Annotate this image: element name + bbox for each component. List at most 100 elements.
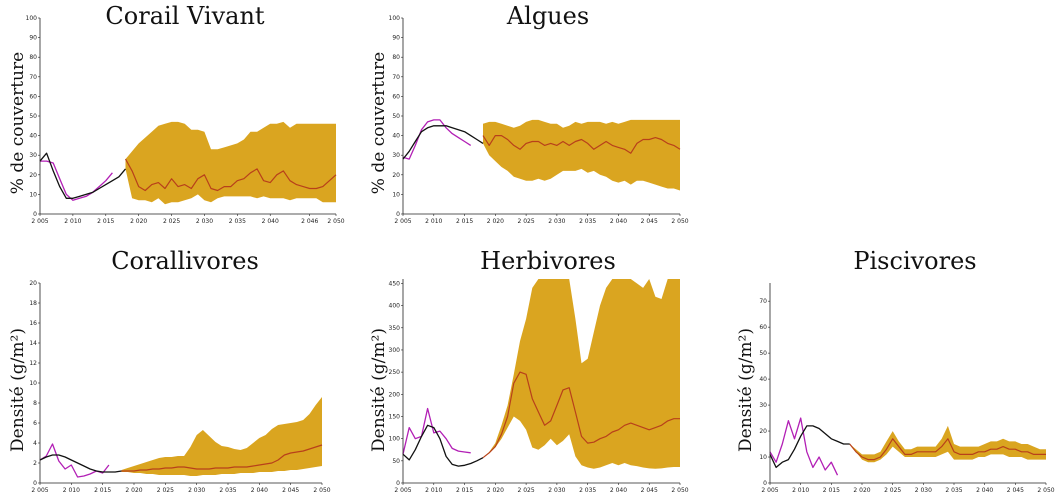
- y-tick-label: 14: [29, 340, 37, 347]
- uncertainty-band: [125, 121, 336, 205]
- chart-title: Piscivores: [853, 247, 977, 275]
- y-tick-label: 90: [392, 35, 400, 42]
- x-tick-label: 2 015: [456, 218, 473, 225]
- x-tick-label: 2 015: [456, 487, 473, 494]
- y-tick-label: 80: [29, 54, 37, 61]
- y-tick-label: 200: [389, 391, 401, 398]
- panel-piscivores: Piscivores Densité (g/m²) 0 10 20 30 40 50 60 7…: [730, 245, 1058, 497]
- y-tick-label: 0: [33, 211, 37, 218]
- x-tick-label: 2 045: [1007, 487, 1024, 494]
- y-tick-label: 0: [763, 480, 767, 487]
- x-tick-label: 2 040: [976, 487, 993, 494]
- x-tick-label: 2 030: [548, 218, 565, 225]
- y-tick-label: 300: [389, 347, 401, 354]
- observed-line: [402, 119, 472, 160]
- y-tick-label: 100: [389, 436, 401, 443]
- x-tick-label: 2 045: [641, 218, 658, 225]
- x-tick-label: 2 050: [1037, 487, 1054, 494]
- y-tick-label: 70: [759, 298, 767, 305]
- y-tick-label: 60: [392, 93, 400, 100]
- y-tick-label: 90: [29, 35, 37, 42]
- x-tick-label: 2 050: [313, 487, 330, 494]
- y-tick-label: 400: [389, 303, 401, 310]
- x-tick-label: 2 020: [487, 487, 504, 494]
- uncertainty-band: [121, 397, 322, 476]
- y-tick-label: 10: [29, 380, 37, 387]
- y-tick-label: 18: [29, 300, 37, 307]
- x-tick-label: 2 020: [125, 487, 142, 494]
- x-tick-label: 2 015: [823, 487, 840, 494]
- chart-title: Corallivores: [111, 247, 259, 275]
- median-line: [849, 438, 1046, 461]
- x-tick-label: 2 025: [157, 487, 174, 494]
- y-tick-label: 80: [392, 54, 400, 61]
- x-tick-label: 2 035: [579, 487, 596, 494]
- model-line: [402, 125, 484, 160]
- median-line: [124, 158, 337, 192]
- model-line: [39, 152, 126, 199]
- plot-algues: 0 10 20 30 40 50 60 70 80 90 100 2 005 2 010 2 015 2 0…: [389, 15, 689, 225]
- y-tick-label: 50: [29, 113, 37, 120]
- y-tick-label: 10: [392, 191, 400, 198]
- x-tick-label: 2 025: [163, 218, 180, 225]
- observed-line: [40, 160, 113, 201]
- x-tick-label: 2 035: [579, 218, 596, 225]
- model-line: [402, 424, 484, 467]
- x-tick-label: 2 025: [518, 218, 535, 225]
- y-tick-label: 250: [389, 369, 401, 376]
- x-tick-label: 2 020: [853, 487, 870, 494]
- x-tick-label: 2 040: [610, 218, 627, 225]
- x-tick-label: 2 005: [31, 487, 48, 494]
- y-tick-label: 4: [33, 440, 37, 447]
- observed-line: [39, 443, 110, 478]
- x-tick-label: 2 010: [425, 218, 442, 225]
- x-tick-label: 2 035: [219, 487, 236, 494]
- y-tick-label: 60: [759, 324, 767, 331]
- uncertainty-band: [483, 279, 680, 469]
- y-tick-label: 12: [29, 360, 37, 367]
- y-tick-label: 50: [759, 350, 767, 357]
- x-tick-label: 2 040: [262, 218, 279, 225]
- y-tick-label: 20: [392, 172, 400, 179]
- median-line: [482, 371, 680, 459]
- y-tick-label: 40: [759, 376, 767, 383]
- x-tick-label: 2 040: [610, 487, 627, 494]
- y-tick-label: 70: [392, 74, 400, 81]
- y-tick-label: 10: [759, 454, 767, 461]
- y-tick-label: 100: [389, 15, 401, 22]
- panel-algues: Algues % de couverture 0 10 20 30 40 50 60 70 80…: [360, 0, 710, 245]
- uncertainty-band: [483, 119, 680, 191]
- x-tick-label: 2 025: [884, 487, 901, 494]
- x-tick-label: 2 020: [130, 218, 147, 225]
- panel-corallivores: Corallivores Densité (g/m²) 0 2 4 6 8 10 12 14 1…: [0, 245, 350, 497]
- y-tick-label: 0: [396, 211, 400, 218]
- median-line: [482, 135, 681, 154]
- y-tick-label: 30: [392, 152, 400, 159]
- x-tick-label: 2 050: [671, 218, 688, 225]
- plot-corallivores: 0 2 4 6 8 10 12 14 16 18 20 2 005 2 010 2 015 2 020 2 0…: [29, 280, 330, 494]
- x-tick-label: 2 015: [97, 218, 114, 225]
- y-tick-label: 350: [389, 325, 401, 332]
- x-tick-label: 2 050: [327, 218, 344, 225]
- x-tick-label: 2 030: [188, 487, 205, 494]
- x-tick-label: 2 040: [251, 487, 268, 494]
- y-tick-label: 30: [759, 402, 767, 409]
- x-tick-label: 2 035: [229, 218, 246, 225]
- x-tick-label: 2 005: [761, 487, 778, 494]
- y-tick-label: 70: [29, 74, 37, 81]
- x-tick-label: 2 045: [641, 487, 658, 494]
- model-line: [39, 454, 122, 473]
- y-tick-label: 16: [29, 320, 37, 327]
- observed-line: [769, 417, 839, 476]
- median-line: [121, 444, 323, 472]
- x-tick-label: 2 010: [425, 487, 442, 494]
- observed-line: [402, 407, 471, 455]
- model-line: [769, 425, 850, 469]
- x-tick-label: 2 005: [31, 218, 48, 225]
- y-tick-label: 20: [759, 428, 767, 435]
- x-tick-label: 2 020: [487, 218, 504, 225]
- x-tick-label: 2 005: [394, 218, 411, 225]
- x-tick-label: 2 030: [548, 487, 565, 494]
- chart-title: Algues: [506, 2, 590, 30]
- y-tick-label: 2: [33, 460, 37, 467]
